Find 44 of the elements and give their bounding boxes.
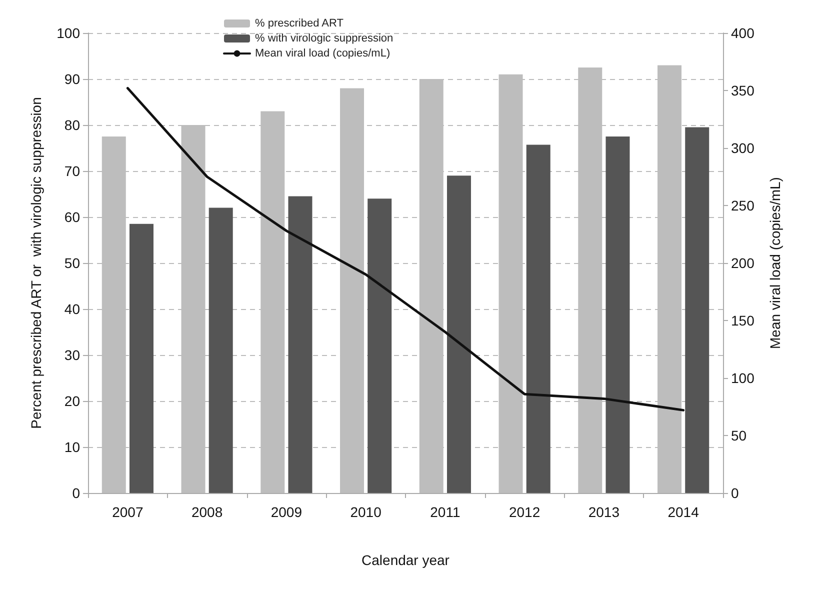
x-tick-label: 2013 [588,504,620,520]
y-tick-label: 20 [64,393,80,409]
y2-tick-label: 100 [731,370,755,386]
y2-tick-label: 400 [731,25,755,41]
y-tick-label: 80 [64,117,80,133]
legend-label: Mean viral load (copies/mL) [255,48,390,60]
y2-axis-title: Mean viral load (copies/mL) [767,177,783,349]
bar [685,127,710,493]
line-series [126,86,685,412]
y2-tick-label: 350 [731,82,755,98]
y2-tick-label: 200 [731,255,755,271]
x-tick-label: 2008 [191,504,223,520]
y-tick-label: 50 [64,255,80,271]
y2-tick-label: 300 [731,140,755,156]
bar [208,208,233,493]
y-tick-label: 0 [72,485,80,501]
y-tick-label: 40 [64,301,80,317]
x-tick-label: 2012 [508,504,540,520]
x-tick-label: 2007 [112,504,144,520]
bar [446,176,471,493]
y-axis-title: Percent prescribed ART or with virologic suppression [28,97,44,429]
bar [526,144,550,493]
x-tick-label: 2009 [270,504,302,520]
x-tick-label: 2014 [668,504,700,520]
x-axis-title: Calendar year [362,552,450,568]
bar [340,88,364,493]
y2-tick-label: 250 [731,198,755,214]
bar [368,198,392,493]
bar [129,224,154,493]
bar [288,196,312,493]
legend-label: % prescribed ART [255,18,344,30]
y-tick-label: 90 [64,71,80,87]
bar [606,136,630,493]
x-tick-label: 2011 [430,504,460,520]
y2-tick-label: 150 [731,312,755,328]
y-tick-label: 100 [56,25,80,41]
y-tick-label: 10 [64,439,80,455]
legend-label: % with virologic suppression [255,32,394,44]
y-tick-label: 30 [64,347,80,363]
x-tick-label: 2010 [350,504,382,520]
y-tick-label: 60 [64,209,80,225]
y2-tick-label: 0 [731,485,739,501]
y2-tick-label: 50 [731,428,747,444]
y-tick-label: 70 [64,163,80,179]
